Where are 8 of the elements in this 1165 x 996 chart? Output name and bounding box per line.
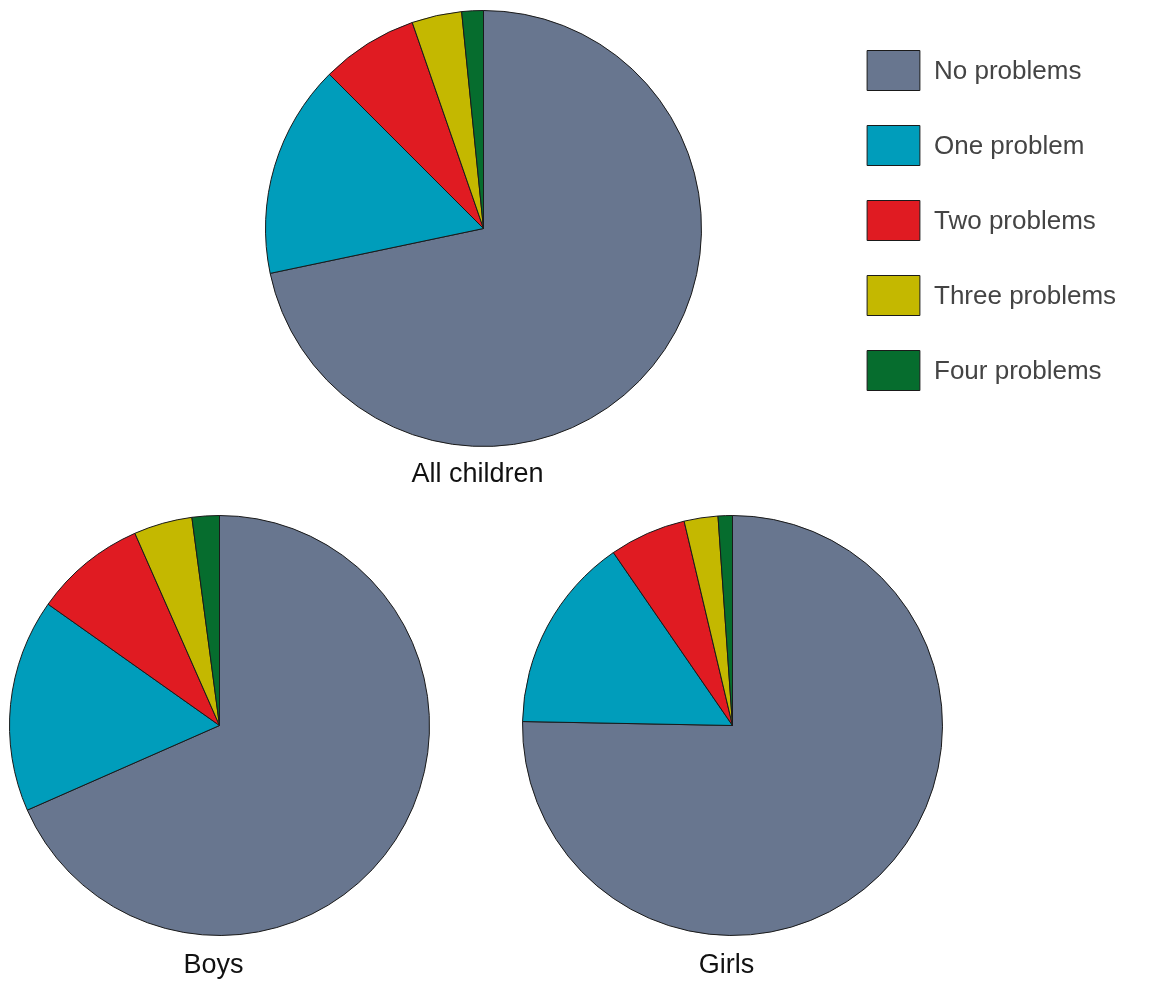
text: All children — [411, 457, 544, 488]
text: Girls — [698, 948, 755, 979]
legend-label: Three problems — [934, 279, 1117, 311]
legend-label: Two problems — [934, 204, 1096, 236]
text: Boys — [183, 948, 244, 979]
legend-label: One problem — [934, 129, 1085, 161]
legend-label: Four problems — [934, 354, 1102, 386]
legend-label: No problems — [934, 54, 1082, 86]
